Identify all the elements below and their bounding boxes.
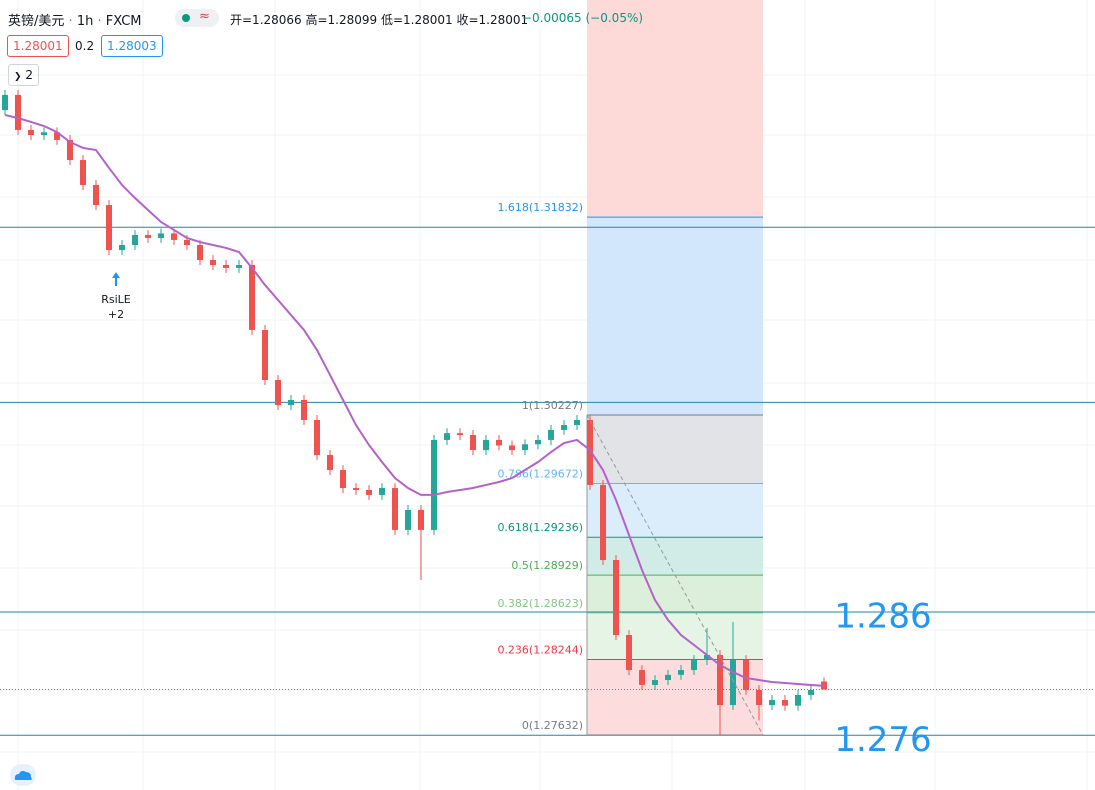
ohlc: 开=1.28066 高=1.28099 低=1.28001 收=1.28001 [230, 13, 529, 27]
candle-body [288, 399, 294, 406]
candle-body [28, 129, 34, 136]
candle-body [314, 419, 320, 455]
signal-label: RsiLE [101, 293, 131, 306]
candle-body [184, 239, 190, 246]
candle-body [509, 445, 515, 451]
candle-body [171, 233, 177, 240]
fib-trend-line [586, 414, 764, 736]
fib-level-label: 0.382(1.28623) [497, 597, 583, 610]
candle-body [444, 433, 450, 440]
candle-body [665, 674, 671, 681]
candle-body [626, 635, 632, 671]
signal-arrow [112, 272, 120, 286]
candle-body [691, 660, 697, 671]
candle-body [561, 425, 567, 430]
fib-level-label: 0.236(1.28244) [497, 644, 583, 657]
candle-body [301, 399, 307, 420]
candle-body [639, 670, 645, 685]
candle-body [483, 439, 489, 451]
fib-extension-fill [587, 0, 763, 218]
candle-body [613, 560, 619, 636]
logo[interactable] [10, 764, 36, 786]
candle-body [704, 654, 710, 661]
candle-body [392, 488, 398, 530]
candle-body [340, 470, 346, 489]
candle-body [327, 454, 333, 471]
candle-body [587, 419, 593, 485]
candle-body [54, 132, 60, 140]
fib-band [587, 483, 763, 538]
fib-level-label: 1.618(1.31832) [497, 201, 583, 214]
candle-body [769, 699, 775, 706]
candle-body [93, 184, 99, 206]
status-badge[interactable]: ≈ [175, 9, 219, 27]
candle-body [522, 444, 528, 451]
interval[interactable]: 1h [76, 14, 94, 29]
candle-body [249, 264, 255, 330]
candle-body [405, 509, 411, 530]
candle-body [145, 235, 151, 238]
candle-body [210, 260, 216, 265]
fib-level-label: 0.786(1.29672) [497, 467, 583, 480]
candle-body [574, 419, 580, 426]
indicator-count: 2 [25, 68, 34, 82]
price-label: 1.276 [834, 720, 931, 760]
candle-body [158, 233, 164, 238]
candle-body [457, 433, 463, 436]
candle-body [80, 160, 86, 185]
candle-body [15, 94, 21, 130]
candle-body [2, 94, 8, 111]
source: FXCM [105, 14, 142, 29]
fib-band [587, 217, 763, 416]
candle-body [730, 660, 736, 706]
fib-level-label: 0.618(1.29236) [497, 521, 583, 534]
candle-body [119, 245, 125, 251]
candle-body [197, 245, 203, 261]
candle-body [535, 439, 541, 445]
candle-body [782, 699, 788, 706]
candle-body [678, 670, 684, 675]
symbol[interactable]: 英镑/美元 [8, 14, 65, 29]
candle-body [353, 488, 359, 491]
candle-body [366, 490, 372, 495]
candle-body [236, 264, 242, 268]
change: −0.00065 (−0.05%) [522, 11, 644, 25]
fib-level-label: 1(1.30227) [522, 399, 583, 412]
candle-body [106, 205, 112, 251]
candle-body [756, 690, 762, 706]
candle-body [548, 429, 554, 440]
candle-body [600, 484, 606, 561]
fib-level-label: 0.5(1.28929) [511, 559, 583, 572]
signal-count: +2 [108, 308, 124, 321]
candle-body [41, 132, 47, 136]
fib-level-label: 0(1.27632) [522, 719, 583, 732]
indicator-toggle[interactable]: ❯ 2 [8, 64, 40, 86]
candle-body [262, 329, 268, 381]
candle-body [808, 690, 814, 695]
candle-body [470, 435, 476, 451]
candle-body [652, 680, 658, 685]
buy-price[interactable]: 1.28003 [101, 35, 163, 57]
fib-band [587, 415, 763, 484]
candle-body [496, 439, 502, 446]
candle-body [67, 139, 73, 161]
candle-body [717, 654, 723, 706]
candle-body [223, 264, 229, 268]
candle-body [379, 488, 385, 495]
moving-average [4, 114, 825, 687]
candle-body [431, 439, 437, 530]
candle-body [418, 509, 424, 530]
fib-band [587, 659, 763, 736]
spread: 0.2 [75, 39, 95, 53]
candle-body [795, 694, 801, 706]
candle-body [132, 235, 138, 246]
symbol-row: 英镑/美元 · 1h · FXCM [8, 14, 142, 29]
price-label: 1.286 [834, 597, 931, 637]
candle-body [275, 380, 281, 406]
sell-price[interactable]: 1.28001 [7, 35, 69, 57]
candle-body [743, 660, 749, 691]
